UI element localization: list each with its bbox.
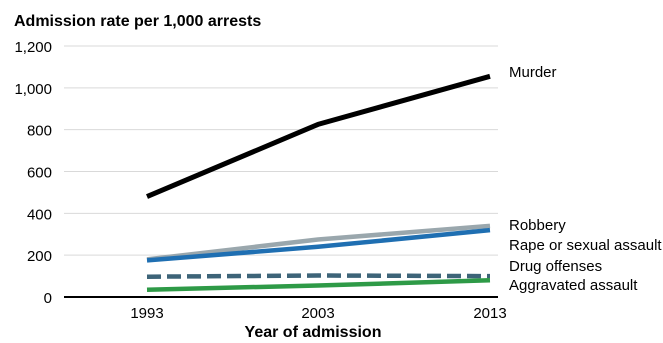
y-tick-label: 600 (27, 165, 52, 182)
series-label: Rape or sexual assault (509, 237, 662, 254)
y-tick-label: 400 (27, 206, 52, 223)
x-axis-title: Year of admission (245, 324, 382, 341)
y-tick-labels: 0 200 400 600 800 1,000 1,200 (14, 39, 52, 307)
series-line (146, 227, 491, 263)
series-line (146, 223, 491, 262)
grid (64, 45, 498, 256)
y-tick-label: 800 (27, 123, 52, 140)
series-label: Murder (509, 64, 557, 81)
series-line (146, 273, 491, 279)
x-tick-labels: 1993 2003 2013 (130, 305, 506, 322)
y-tick-label: 1,000 (14, 81, 52, 98)
y-tick-label: 0 (44, 290, 52, 307)
x-tick-label: 2013 (473, 305, 506, 322)
series-label: Aggravated assault (509, 277, 638, 294)
x-tick-label: 1993 (130, 305, 163, 322)
series-line (146, 278, 491, 292)
series-line (146, 73, 491, 199)
y-tick-label: 1,200 (14, 39, 52, 56)
y-tick-label: 200 (27, 248, 52, 265)
series-labels: Murder Robbery Rape or sexual assault Drug … (509, 64, 662, 294)
y-axis-title: Admission rate per 1,000 arrests (14, 13, 261, 30)
x-tick-label: 2003 (301, 305, 334, 322)
series-lines (146, 73, 491, 292)
series-label: Robbery (509, 217, 566, 234)
series-label: Drug offenses (509, 258, 602, 275)
